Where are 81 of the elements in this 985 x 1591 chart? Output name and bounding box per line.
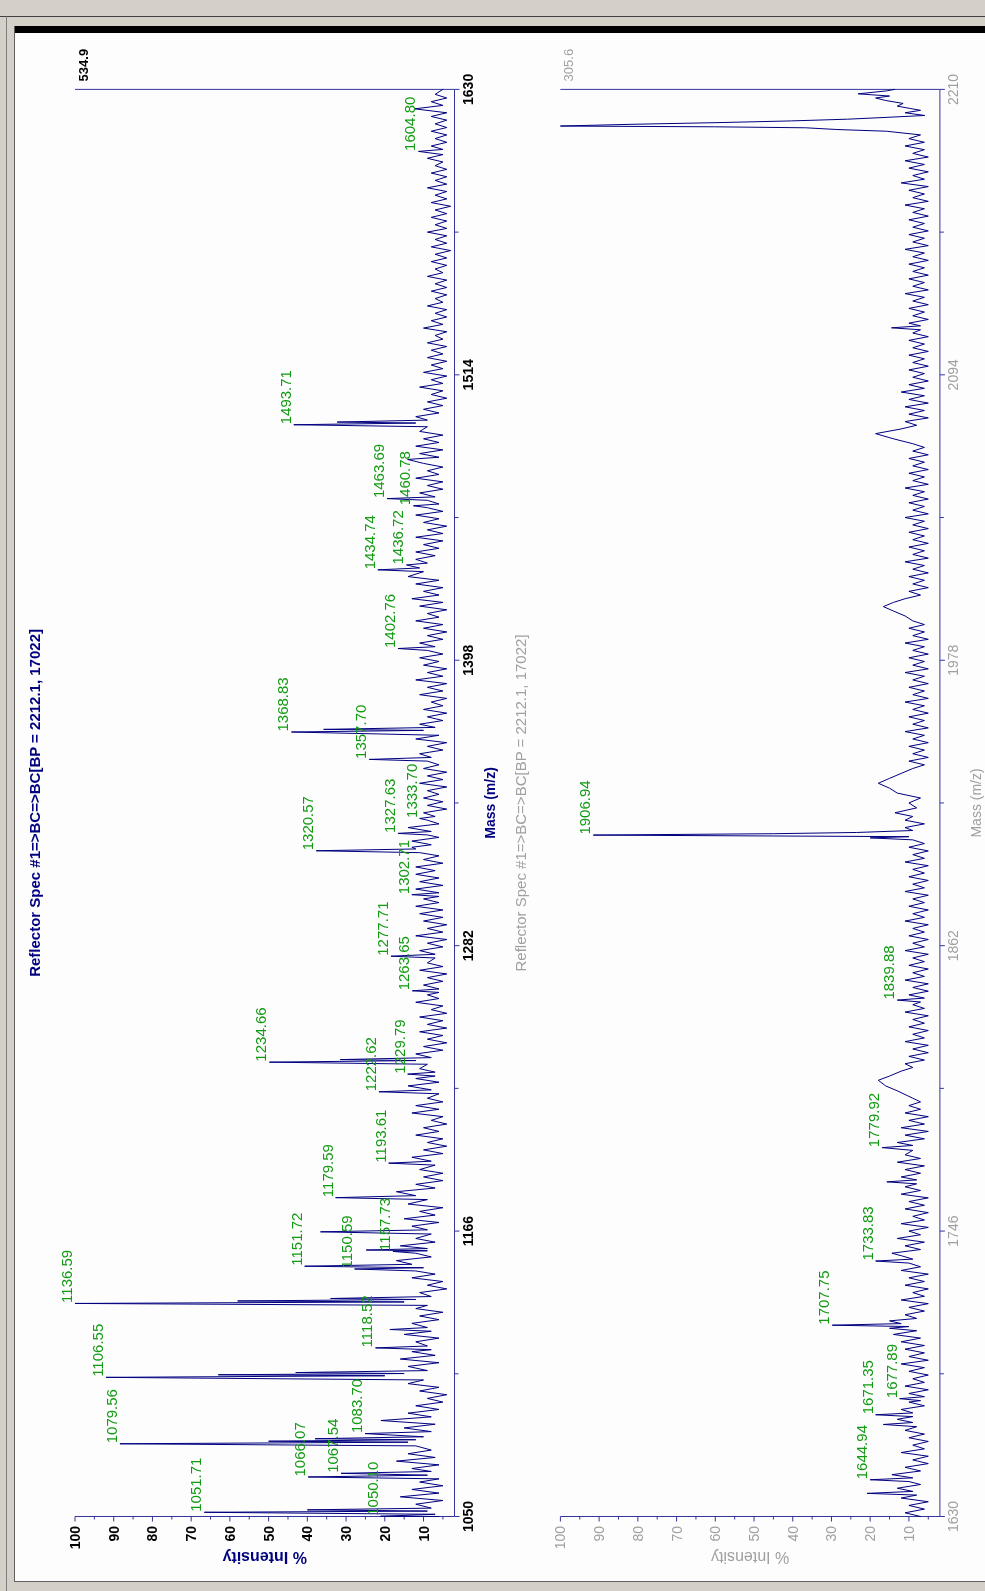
x-tick-label: 100: [67, 1525, 83, 1550]
annotation: 1229.79: [390, 1019, 408, 1074]
x-tick-label: 70: [668, 1525, 685, 1542]
y-axis-title: Mass (m/z): [482, 767, 499, 839]
x-tick-label: 100: [552, 1525, 569, 1550]
x-tick-label: 40: [299, 1525, 316, 1542]
y-tick-label: 1282: [460, 929, 476, 962]
annotation: 1234.66: [252, 1007, 270, 1062]
annotation: 1368.83: [274, 677, 292, 732]
x-tick-label: 80: [144, 1525, 161, 1542]
annotation: 1067.54: [324, 1418, 342, 1473]
y-tick-label: 1862: [945, 929, 962, 962]
annotation: 1333.70: [402, 763, 420, 818]
text: 305.6: [561, 48, 577, 82]
y-axis-title: Mass (m/z): [967, 768, 984, 838]
x-tick-label: 20: [862, 1525, 879, 1542]
annotation: 1263.65: [395, 936, 413, 991]
annotation: 1357.70: [352, 704, 370, 759]
annotation: 1151.72: [287, 1212, 305, 1266]
annotation: 1136.59: [58, 1249, 75, 1303]
annotation: 1604.80: [401, 96, 419, 151]
annotation: 1320.57: [299, 796, 317, 851]
annotation: 1179.59: [318, 1144, 336, 1198]
annotation: 1327.63: [380, 778, 398, 833]
annotation: 1644.94: [853, 1425, 871, 1480]
x-tick-label: 90: [591, 1525, 608, 1542]
x-tick-label: 60: [221, 1525, 238, 1542]
annotation: 1083.70: [348, 1378, 366, 1434]
x-tick-label: 40: [784, 1525, 801, 1542]
annotation: 1193.61: [371, 1109, 389, 1163]
annotation: 1051.71: [187, 1457, 205, 1512]
y-tick-label: 1514: [460, 359, 476, 391]
annotation: 1302.71: [394, 839, 412, 895]
x-axis-title: % Intensity: [711, 1549, 790, 1566]
text: Reflector Spec #1=>BC=>BC[BP = 2212.1, 17022]: [511, 634, 529, 972]
annotation: 1277.71: [373, 901, 391, 956]
y-tick-label: 2094: [945, 359, 962, 391]
y-tick-label: 1398: [460, 644, 476, 676]
x-tick-label: 30: [338, 1525, 355, 1542]
x-tick-label: 80: [629, 1525, 646, 1542]
x-tick-label: 10: [415, 1525, 432, 1542]
annotation: 1839.88: [880, 945, 898, 1000]
annotation: 1106.55: [88, 1323, 106, 1377]
annotation: 1733.83: [858, 1206, 876, 1261]
annotation: 1493.71: [276, 370, 294, 425]
x-tick-label: 90: [105, 1525, 122, 1542]
x-tick-label: 50: [746, 1525, 763, 1542]
y-tick-label: 1746: [945, 1215, 962, 1247]
text: Reflector Spec #1=>BC=>BC[BP = 2212.1, 17022]: [26, 629, 44, 977]
annotation: 1671.35: [858, 1360, 876, 1415]
y-tick-label: 1978: [945, 644, 962, 676]
annotation: 1157.73: [375, 1197, 393, 1251]
line-series: [559, 88, 929, 1517]
annotation: 1402.76: [380, 593, 398, 649]
x-tick-label: 50: [260, 1525, 277, 1542]
text: 534.9: [76, 48, 91, 82]
annotation: 1779.92: [865, 1092, 883, 1148]
annotation: 1434.74: [360, 515, 378, 570]
x-tick-label: 10: [900, 1525, 917, 1542]
annotation: 1150.59: [337, 1215, 355, 1269]
y-tick-label: 2210: [945, 73, 962, 105]
x-tick-label: 20: [376, 1525, 393, 1542]
x-tick-label: 70: [183, 1525, 200, 1542]
annotation: 1906.94: [576, 780, 594, 835]
x-axis-title: % Intensity: [222, 1549, 307, 1566]
y-tick-label: 1630: [945, 1500, 962, 1533]
annotation: 1677.89: [882, 1343, 900, 1399]
annotation: 1222.62: [361, 1037, 379, 1092]
annotation: 1066.07: [291, 1422, 309, 1477]
annotation: 1436.72: [389, 510, 407, 565]
annotation: 1460.78: [396, 451, 414, 506]
x-tick-label: 30: [823, 1525, 840, 1542]
x-tick-label: 60: [707, 1525, 724, 1542]
annotation: 1463.69: [370, 443, 388, 499]
annotation: 1050.10: [363, 1461, 381, 1516]
annotation: 1079.56: [102, 1389, 120, 1444]
y-tick-label: 1630: [460, 73, 476, 105]
annotation: 1118.52: [358, 1295, 376, 1348]
y-tick-label: 1166: [460, 1215, 476, 1247]
annotation: 1707.75: [815, 1270, 833, 1325]
y-tick-label: 1050: [460, 1500, 476, 1533]
